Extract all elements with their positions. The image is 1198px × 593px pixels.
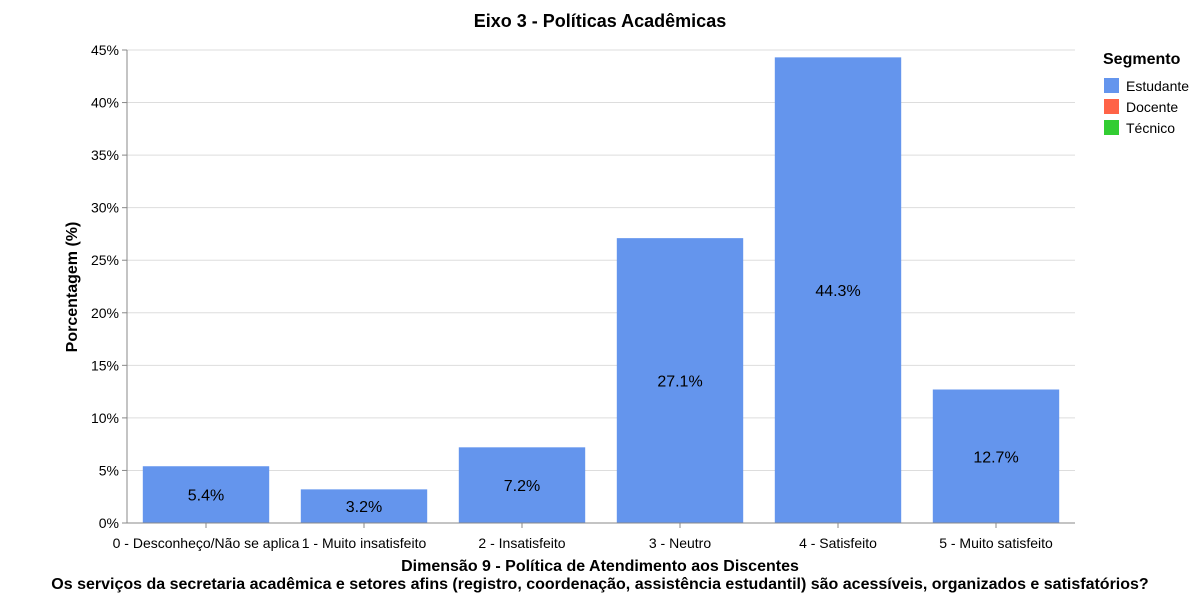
- legend-label: Docente: [1126, 99, 1178, 115]
- y-tick-label: 35%: [91, 147, 119, 163]
- y-tick-label: 10%: [91, 410, 119, 426]
- legend: Segmento Estudante Docente Técnico: [1103, 51, 1189, 136]
- legend-label: Técnico: [1126, 120, 1175, 136]
- bar-data-label: 7.2%: [504, 478, 540, 495]
- legend-swatch-0: [1104, 78, 1119, 93]
- y-axis-title: Porcentagem (%): [64, 222, 81, 353]
- legend-title: Segmento: [1103, 51, 1181, 68]
- legend-swatch-1: [1104, 99, 1119, 114]
- y-tick-label: 40%: [91, 95, 119, 111]
- bar-data-label: 27.1%: [657, 374, 702, 391]
- x-axis-title: Dimensão 9 - Política de Atendimento aos…: [401, 558, 799, 575]
- legend-label: Estudante: [1126, 78, 1189, 94]
- y-tick-label: 0%: [99, 515, 119, 531]
- bar-5: [932, 389, 1060, 523]
- y-tick-label: 20%: [91, 305, 119, 321]
- x-tick-label: 2 - Insatisfeito: [478, 535, 565, 551]
- y-tick-label: 45%: [91, 42, 119, 58]
- bars: 5.4% 3.2% 7.2% 27.1% 44.3% 12.7%: [142, 57, 1060, 523]
- bar-1: [300, 489, 428, 523]
- x-tick-label: 5 - Muito satisfeito: [939, 535, 1053, 551]
- bar-3: [616, 238, 744, 523]
- y-tick-label: 30%: [91, 200, 119, 216]
- chart-title: Eixo 3 - Políticas Acadêmicas: [474, 11, 726, 31]
- x-tick-label: 0 - Desconheço/Não se aplica: [113, 535, 300, 551]
- bar-data-label: 44.3%: [815, 283, 860, 300]
- bar-4: [774, 57, 902, 523]
- x-tick-label: 3 - Neutro: [649, 535, 711, 551]
- bar-data-label: 12.7%: [973, 449, 1018, 466]
- x-tick-label: 4 - Satisfeito: [799, 535, 877, 551]
- legend-swatch-2: [1104, 120, 1119, 135]
- bar-data-label: 3.2%: [346, 499, 382, 516]
- y-tick-label: 15%: [91, 357, 119, 373]
- y-tick-label: 25%: [91, 252, 119, 268]
- question-text: Os serviços da secretaria acadêmica e se…: [51, 576, 1148, 593]
- bar-0: [142, 466, 270, 523]
- x-tick-label: 1 - Muito insatisfeito: [302, 535, 427, 551]
- bar-2: [458, 447, 586, 523]
- axes: 0% 5% 10% 15% 20% 25% 30% 35% 40% 45% 0 - Desconhe…: [91, 42, 1075, 551]
- bar-data-label: 5.4%: [188, 488, 224, 505]
- y-tick-label: 5%: [99, 462, 119, 478]
- grid-lines: [127, 49, 1075, 524]
